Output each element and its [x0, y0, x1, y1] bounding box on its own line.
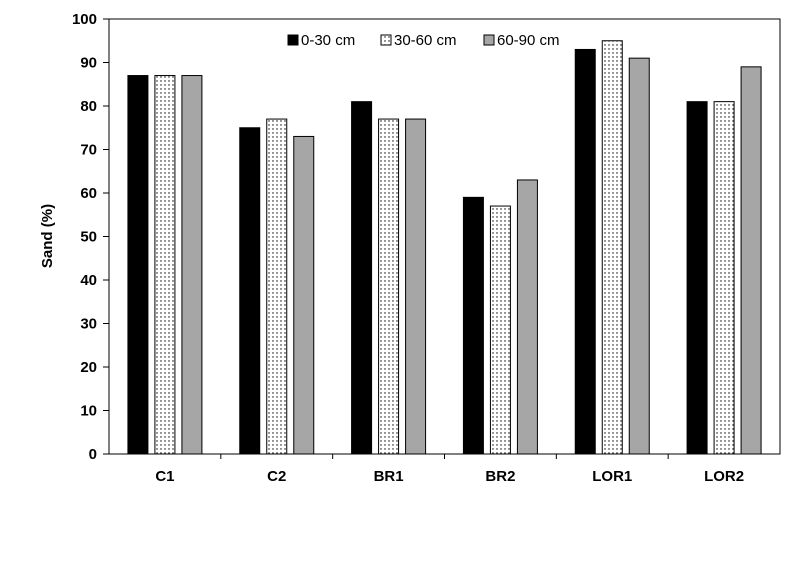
y-tick-label: 10 [80, 403, 97, 420]
bar-br1-series-2 [378, 118, 400, 455]
plot-area [108, 18, 781, 455]
y-tick-label: 50 [80, 229, 97, 246]
bar-c1-series-3 [181, 75, 203, 455]
bar-lor1-series-1 [574, 48, 596, 455]
x-tick-label: BR2 [485, 468, 515, 485]
y-tick-label: 0 [89, 446, 97, 463]
y-tick-label: 20 [80, 359, 97, 376]
y-axis: 0 10 20 30 40 50 60 70 80 90 100 [72, 11, 109, 463]
bar-br2-series-2 [489, 205, 511, 455]
bar-c2-series-2 [266, 118, 288, 455]
legend-label: 60-90 cm [497, 32, 560, 49]
bar-lor1-series-2 [601, 40, 623, 455]
bar-c2-series-3 [293, 135, 315, 455]
y-tick-label: 40 [80, 272, 97, 289]
bars [127, 40, 762, 455]
bar-lor2-series-3 [740, 66, 762, 455]
bar-br1-series-1 [351, 101, 373, 455]
bar-lor2-series-2 [713, 101, 735, 455]
x-tick-label: C2 [267, 468, 286, 485]
legend: 0-30 cm 30-60 cm 60-90 cm [287, 32, 560, 49]
y-tick-label: 30 [80, 316, 97, 333]
x-axis: C1 C2 BR1 BR2 LOR1 LOR2 [155, 454, 744, 485]
bar-c1-series-2 [154, 75, 176, 455]
x-tick-label: LOR2 [704, 468, 744, 485]
legend-swatch [380, 34, 392, 46]
y-tick-label: 90 [80, 55, 97, 72]
bar-br2-series-3 [516, 179, 538, 455]
x-tick-label: C1 [155, 468, 174, 485]
legend-swatch [287, 34, 299, 46]
x-tick-label: BR1 [374, 468, 404, 485]
y-axis-title: Sand (%) [39, 204, 56, 268]
legend-label: 0-30 cm [301, 32, 355, 49]
x-tick-label: LOR1 [592, 468, 632, 485]
legend-label: 30-60 cm [394, 32, 457, 49]
plot-border [108, 18, 781, 455]
bar-br2-series-1 [462, 196, 484, 455]
y-tick-label: 60 [80, 185, 97, 202]
y-tick-label: 80 [80, 98, 97, 115]
bar-c2-series-1 [239, 127, 261, 455]
bar-c1-series-1 [127, 75, 149, 455]
bar-lor1-series-3 [628, 57, 650, 455]
y-tick-label: 70 [80, 142, 97, 159]
bar-lor2-series-1 [686, 101, 708, 455]
y-tick-label: 100 [72, 11, 97, 28]
legend-swatch [483, 34, 495, 46]
bar-br1-series-3 [405, 118, 427, 455]
